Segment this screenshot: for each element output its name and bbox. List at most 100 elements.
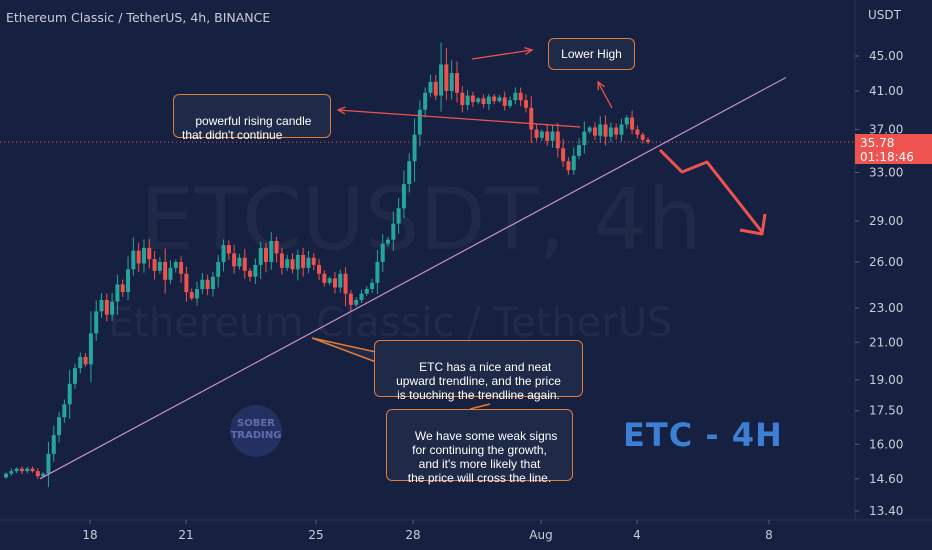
- y-tick-label-4: 29.00: [869, 214, 903, 228]
- candle-body-50: [269, 240, 274, 263]
- candle-body-71: [380, 243, 385, 263]
- candle-body-9: [51, 435, 56, 454]
- price-axis-unit: USDT: [868, 8, 901, 22]
- candle-body-28: [152, 259, 157, 271]
- candle-body-96: [513, 92, 518, 101]
- candle-body-48: [258, 247, 263, 265]
- candle-body-97: [518, 92, 523, 101]
- candle-body-67: [359, 293, 364, 301]
- candle-body-78: [417, 109, 422, 135]
- candle-body-25: [136, 250, 141, 264]
- candle-body-66: [354, 300, 359, 305]
- y-tick-label-9: 17.50: [869, 404, 903, 418]
- candle-body-101: [539, 131, 544, 138]
- candle-body-80: [428, 81, 433, 93]
- candle-body-118: [630, 117, 635, 130]
- candle-body-109: [582, 131, 587, 146]
- candle-body-2: [14, 468, 19, 472]
- candle-body-103: [550, 131, 555, 141]
- candle-body-93: [497, 97, 502, 102]
- candle-body-8: [46, 453, 51, 474]
- candle-body-14: [78, 356, 83, 369]
- candle-body-19: [104, 300, 109, 315]
- candle-body-112: [598, 124, 603, 136]
- candle-body-116: [619, 124, 624, 135]
- candle-body-108: [577, 145, 582, 156]
- candle-body-57: [306, 257, 311, 268]
- candle-body-45: [242, 257, 247, 271]
- sober-trading-logo: SOBER TRADING: [230, 405, 282, 457]
- x-tick-label-1: 21: [178, 528, 193, 542]
- candle-body-30: [163, 262, 168, 280]
- arrow-to-lower-high-top-shaft: [471, 49, 533, 60]
- candle-body-86: [460, 92, 465, 105]
- candle-body-82: [439, 64, 444, 96]
- arrow-rising-candle-head: [336, 106, 346, 115]
- y-tick-label-2: 37.00: [869, 123, 903, 137]
- y-tick-label-5: 26.00: [869, 255, 903, 269]
- candle-body-84: [449, 73, 454, 91]
- note-trendline-pointer: [311, 337, 377, 363]
- candle-body-51: [274, 240, 279, 254]
- candle-body-36: [195, 288, 200, 299]
- candle-body-37: [200, 279, 205, 289]
- candle-body-38: [205, 279, 210, 289]
- candle-body-54: [290, 259, 295, 270]
- candle-body-27: [147, 247, 152, 260]
- candle-body-72: [386, 239, 391, 244]
- candle-body-60: [322, 273, 327, 283]
- projection-path: [658, 148, 764, 233]
- candle-body-77: [412, 134, 417, 162]
- candle-body-74: [396, 208, 401, 224]
- candle-body-4: [25, 468, 30, 472]
- candle-body-5: [30, 468, 35, 472]
- candle-body-34: [184, 273, 189, 293]
- note-weak-signs-pointer: [469, 403, 491, 410]
- candle-body-59: [317, 264, 322, 274]
- projection-arrowhead: [739, 213, 767, 236]
- candle-body-111: [592, 127, 597, 136]
- y-tick-label-3: 33.00: [869, 165, 903, 179]
- candle-body-107: [571, 155, 576, 171]
- candle-body-12: [67, 383, 72, 405]
- candle-body-58: [311, 257, 316, 265]
- last-price-tag: 35.78 01:18:46: [855, 134, 932, 164]
- candle-body-31: [168, 267, 173, 280]
- candle-body-17: [94, 311, 99, 334]
- candle-body-13: [72, 368, 77, 384]
- candle-body-68: [364, 288, 369, 294]
- candle-body-76: [407, 161, 412, 185]
- candle-body-55: [295, 254, 300, 270]
- y-tick-label-10: 16.00: [869, 437, 903, 451]
- candle-body-42: [226, 245, 231, 254]
- candle-body-15: [83, 356, 88, 365]
- candle-body-33: [179, 262, 184, 274]
- candle-body-113: [603, 124, 608, 137]
- candle-body-35: [189, 292, 194, 299]
- candle-body-49: [263, 247, 268, 263]
- trendline: [39, 76, 787, 480]
- candle-body-110: [587, 127, 592, 132]
- arrow-rising-candle-shaft: [337, 109, 581, 128]
- candle-body-3: [19, 468, 24, 472]
- candle-body-92: [492, 96, 497, 102]
- candle-body-99: [529, 107, 534, 130]
- candle-body-121: [646, 139, 650, 143]
- x-tick-label-2: 25: [308, 528, 323, 542]
- x-tick-label-0: 18: [82, 528, 97, 542]
- candle-body-70: [375, 262, 380, 283]
- candle-body-52: [279, 253, 284, 268]
- note-lower-high: Lower High: [548, 38, 635, 70]
- candle-body-65: [348, 293, 353, 305]
- candle-body-0: [4, 473, 8, 478]
- note-lower-high-text: Lower High: [561, 47, 622, 61]
- candle-body-44: [237, 257, 242, 267]
- candle-body-41: [221, 245, 226, 263]
- candle-body-81: [433, 81, 438, 96]
- candle-body-90: [481, 98, 486, 105]
- candle-body-85: [454, 73, 459, 93]
- note-rising-candle-text: powerful rising candle that didn't conti…: [182, 114, 312, 142]
- arrow-to-lower-high-bottom-head: [597, 80, 605, 91]
- x-tick-label-4: Aug: [529, 528, 552, 542]
